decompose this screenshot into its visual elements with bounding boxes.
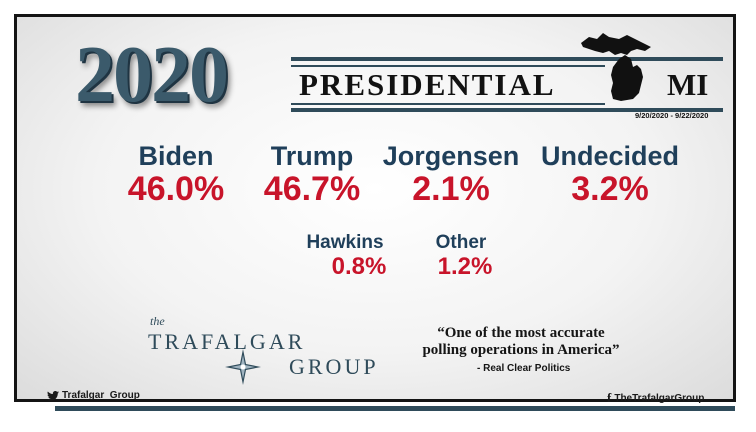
candidate-name: Other [435, 232, 487, 253]
facebook-handle-label: TheTrafalgarGroup [614, 392, 705, 404]
footer-rule [55, 406, 735, 411]
quote-text: “One of the most accurate polling operat… [422, 325, 620, 358]
candidate-other: Other 1.2% [419, 233, 503, 279]
year-heading: 2020 [75, 31, 229, 119]
candidate-percent: 3.2% [571, 170, 649, 208]
twitter-bird-icon [47, 390, 59, 401]
candidate-percent: 0.8% [331, 253, 387, 280]
logo-trafalgar: TRAFALGAR [148, 329, 306, 354]
candidate-name: Hawkins [306, 232, 384, 253]
candidate-trump: Trump 46.7% [251, 141, 373, 208]
state-label: MI [667, 67, 709, 102]
candidate-percent: 46.0% [127, 170, 225, 208]
michigan-map-icon [581, 33, 651, 101]
logo-the: the [150, 314, 165, 328]
logo-group: GROUP [289, 354, 379, 379]
candidate-percent: 46.7% [263, 170, 361, 208]
facebook-handle[interactable]: f TheTrafalgarGroup [607, 390, 704, 406]
title-top-rule-thin [291, 65, 605, 67]
candidate-name: Biden [138, 141, 214, 171]
poll-card: 2020 PRESIDENTIAL MI 9/20/2020 - 9/22/20… [14, 14, 736, 411]
candidate-percent: 1.2% [437, 253, 493, 280]
candidate-jorgensen: Jorgensen 2.1% [379, 141, 523, 208]
candidate-undecided: Undecided 3.2% [537, 141, 683, 208]
title-top-rule [291, 57, 723, 61]
candidate-percent: 2.1% [412, 170, 490, 208]
quote-source: - Real Clear Politics [477, 363, 571, 374]
candidate-name: Undecided [540, 141, 680, 171]
title-bottom-rule [291, 108, 723, 112]
title: PRESIDENTIAL [299, 67, 556, 102]
candidate-hawkins: Hawkins 0.8% [297, 233, 393, 279]
candidate-name: Jorgensen [382, 141, 520, 171]
twitter-handle-label: Trafalgar_Group [62, 390, 140, 401]
candidate-name: Trump [270, 141, 354, 171]
compass-rose-icon [225, 349, 261, 385]
facebook-icon: f [607, 390, 612, 405]
candidate-biden: Biden 46.0% [115, 141, 237, 208]
date-range: 9/20/2020 - 9/22/2020 [635, 111, 709, 120]
twitter-handle[interactable]: Trafalgar_Group [47, 390, 140, 401]
title-bottom-rule-thin [291, 103, 605, 105]
